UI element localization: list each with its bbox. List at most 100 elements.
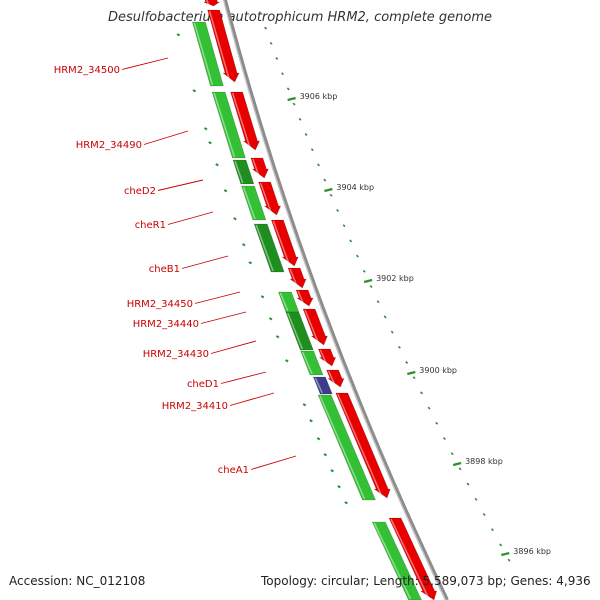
- ruler-labels: 3906 kbp 3904 kbp 3902 kbp 3900 kbp 3898 kbp…: [300, 92, 551, 556]
- minor-tick: [435, 421, 439, 425]
- minor-tick: [450, 452, 454, 456]
- genome-summary: Topology: circular; Length: 5,589,073 bp…: [261, 574, 591, 588]
- forward-gene-5[interactable]: [258, 181, 282, 216]
- minor-tick: [383, 315, 387, 319]
- ruler-label: 3904 kbp: [336, 183, 374, 192]
- gene-track[interactable]: [176, 0, 438, 600]
- gene-label[interactable]: cheD1: [187, 379, 219, 390]
- minor-tick: [369, 285, 373, 288]
- major-tick: [324, 187, 333, 193]
- minor-tick: [323, 178, 327, 182]
- minor-tick: [258, 11, 262, 15]
- genome-backbone: [222, 0, 449, 600]
- minor-tick: [310, 148, 314, 152]
- reverse-gene-5[interactable]: [253, 223, 285, 273]
- leader-line: [143, 130, 189, 145]
- minor-tick: [329, 193, 333, 197]
- forward-gene-6[interactable]: [270, 219, 299, 267]
- label-leaders: [121, 57, 297, 470]
- forward-gene-1[interactable]: [203, 0, 221, 7]
- major-tick: [363, 278, 373, 284]
- gene-label[interactable]: HRM2_34450: [127, 299, 193, 310]
- leader-line: [157, 179, 204, 191]
- reverse-gene-7[interactable]: [285, 311, 314, 351]
- feature-mark: [323, 453, 328, 457]
- gene-label[interactable]: cheB1: [149, 264, 180, 275]
- minor-tick: [482, 513, 486, 516]
- leader-line: [194, 291, 241, 304]
- feature-mark: [248, 261, 253, 265]
- ruler-label: 3896 kbp: [513, 547, 551, 556]
- minor-tick: [490, 528, 494, 532]
- minor-tick: [292, 102, 296, 106]
- leader-line: [181, 255, 229, 269]
- leader-line: [167, 211, 214, 225]
- gene-label[interactable]: HRM2_34490: [76, 140, 142, 151]
- minor-tick: [356, 254, 359, 258]
- feature-mark: [192, 89, 197, 93]
- reverse-gene-10[interactable]: [371, 521, 422, 600]
- gene-label[interactable]: HRM2_34430: [143, 349, 209, 360]
- minor-tick: [420, 391, 423, 395]
- forward-gene-11[interactable]: [326, 369, 345, 388]
- minor-tick: [264, 26, 268, 30]
- reverse-gene-4[interactable]: [241, 185, 267, 221]
- feature-mark: [330, 469, 334, 473]
- feature-mark: [215, 163, 219, 167]
- reverse-gene-8[interactable]: [300, 350, 324, 376]
- major-tick: [407, 370, 416, 376]
- minor-tick: [405, 361, 409, 364]
- forward-gene-3[interactable]: [230, 91, 260, 151]
- minor-tick: [390, 330, 394, 334]
- feature-mark: [309, 419, 313, 423]
- feature-mark: [260, 295, 265, 299]
- minor-tick: [304, 133, 308, 136]
- forward-gene-12[interactable]: [335, 392, 391, 499]
- gene-label[interactable]: HRM2_34440: [133, 319, 199, 330]
- minor-tick: [397, 345, 401, 349]
- minor-tick: [298, 117, 302, 121]
- feature-mark: [223, 189, 228, 193]
- reverse-gene-6[interactable]: [277, 291, 300, 313]
- reverse-gene-3[interactable]: [232, 159, 255, 185]
- feature-mark: [316, 437, 321, 441]
- gene-labels: HRM2_34500 HRM2_34490 cheD2 cheR1 cheB1 HRM2_…: [54, 65, 249, 476]
- forward-gene-13[interactable]: [388, 517, 438, 600]
- minor-tick: [269, 41, 273, 45]
- feature-mark: [176, 33, 181, 37]
- gene-label[interactable]: HRM2_34410: [162, 401, 228, 412]
- reverse-gene-1[interactable]: [192, 21, 224, 87]
- feature-mark: [233, 217, 237, 221]
- reverse-gene-9[interactable]: [317, 394, 376, 501]
- reverse-gene-2[interactable]: [211, 91, 246, 159]
- leader-line: [250, 455, 297, 470]
- feature-mark: [242, 243, 246, 247]
- accession-text: Accession: NC_012108: [9, 574, 146, 588]
- backbone-line: [223, 0, 449, 600]
- gene-label[interactable]: HRM2_34500: [54, 65, 120, 76]
- forward-gene-8[interactable]: [295, 289, 314, 307]
- forward-gene-9[interactable]: [302, 308, 328, 346]
- minor-tick: [458, 467, 462, 471]
- forward-gene-10[interactable]: [317, 348, 337, 367]
- forward-gene-2[interactable]: [207, 9, 240, 83]
- minor-tick: [275, 57, 279, 60]
- minor-tick: [427, 406, 431, 410]
- selected-gene-cheD1[interactable]: [312, 376, 333, 395]
- leader-line: [200, 311, 247, 324]
- minor-tick: [349, 239, 353, 243]
- minor-tick: [474, 497, 478, 501]
- forward-gene-7[interactable]: [287, 267, 307, 289]
- minor-tick: [286, 87, 290, 91]
- gene-label[interactable]: cheA1: [218, 465, 249, 476]
- ruler-ticks: [258, 11, 511, 562]
- leader-line: [210, 340, 257, 354]
- ruler-label: 3898 kbp: [465, 457, 503, 466]
- gene-label[interactable]: cheD2: [124, 186, 156, 197]
- feature-mark: [302, 403, 307, 407]
- leader-line: [121, 57, 169, 70]
- major-tick: [287, 96, 296, 102]
- gene-label[interactable]: cheR1: [135, 220, 166, 231]
- forward-gene-4[interactable]: [250, 157, 269, 179]
